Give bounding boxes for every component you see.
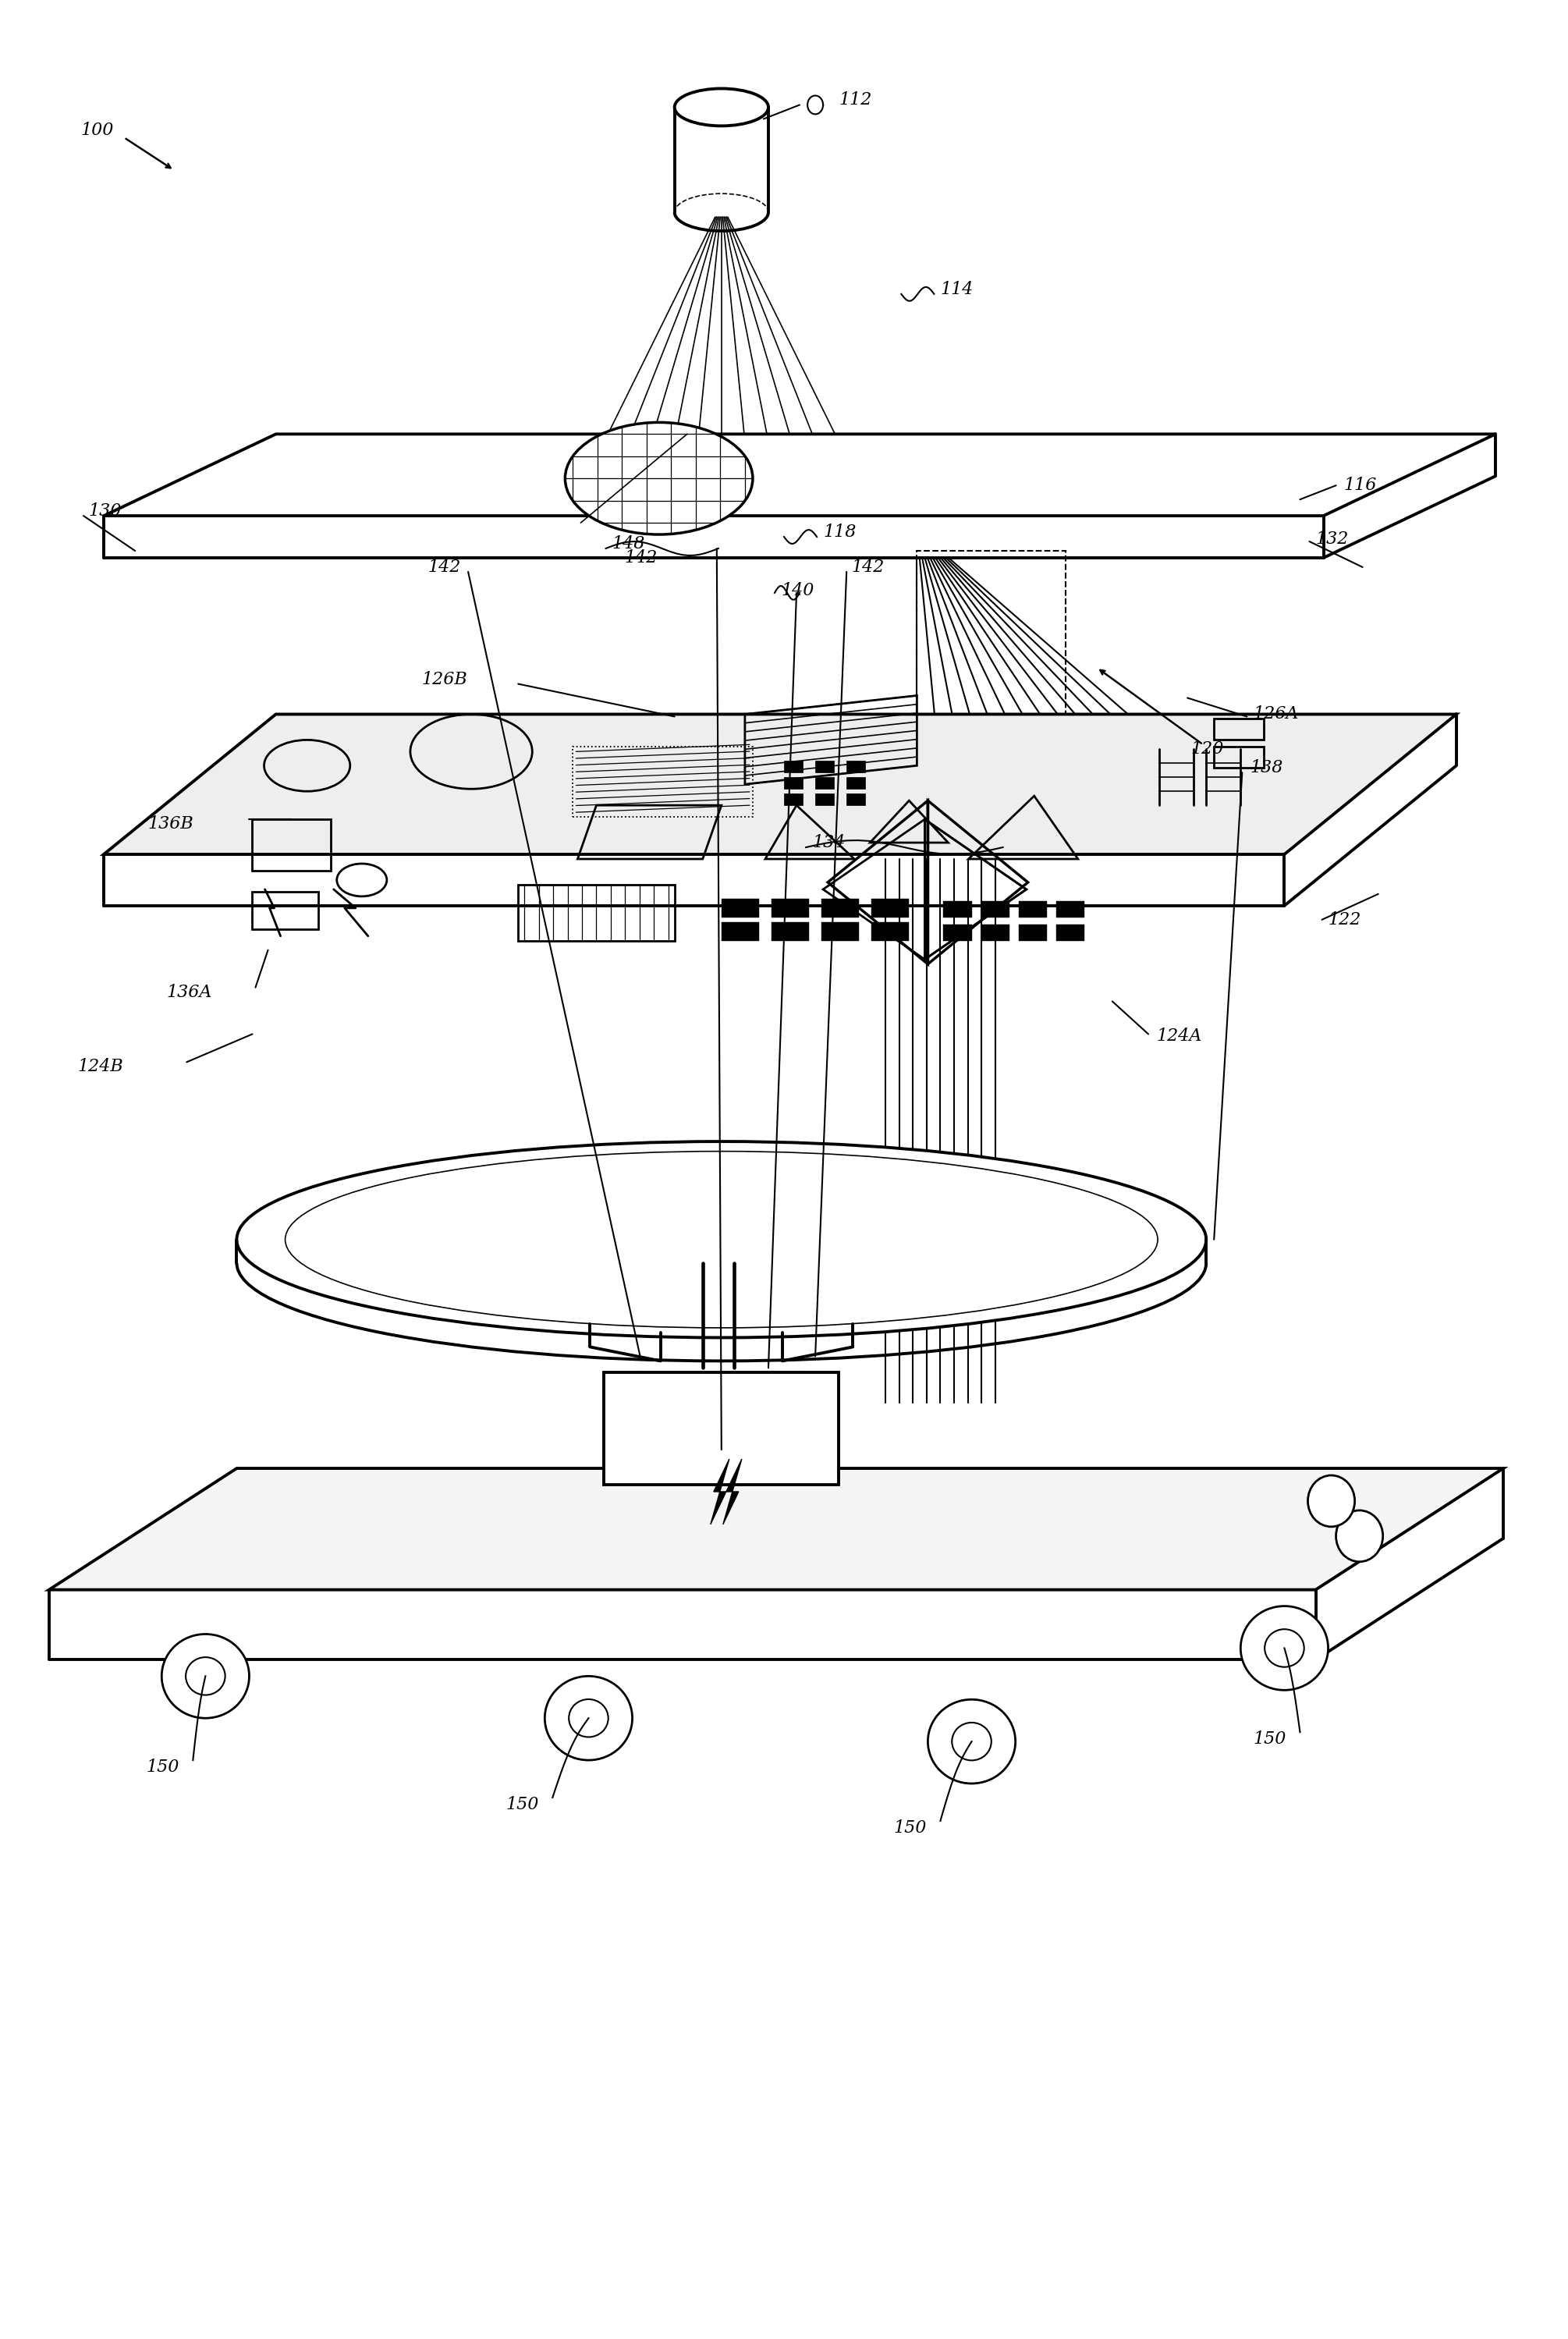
Text: 124A: 124A — [1156, 1027, 1201, 1046]
Bar — [1214, 718, 1264, 739]
Bar — [847, 777, 866, 788]
Bar — [604, 1373, 839, 1485]
Text: 122: 122 — [1328, 912, 1361, 929]
Text: 150: 150 — [146, 1759, 179, 1775]
Bar — [847, 760, 866, 772]
Ellipse shape — [674, 89, 768, 126]
Text: 120: 120 — [1190, 741, 1223, 758]
Bar — [822, 898, 859, 917]
Bar — [1214, 746, 1264, 767]
Bar — [1057, 924, 1083, 940]
Ellipse shape — [1240, 1607, 1328, 1691]
Polygon shape — [103, 713, 1457, 854]
Text: 150: 150 — [894, 1820, 927, 1836]
Ellipse shape — [928, 1700, 1016, 1785]
Polygon shape — [723, 1460, 742, 1525]
Ellipse shape — [952, 1722, 991, 1761]
Text: 148: 148 — [612, 536, 644, 552]
Bar — [517, 884, 674, 940]
Bar — [1057, 901, 1083, 917]
Text: 126B: 126B — [422, 671, 467, 688]
Bar — [784, 760, 803, 772]
Text: 126A: 126A — [1253, 706, 1298, 723]
Text: 136A: 136A — [166, 982, 212, 1001]
Bar — [572, 746, 753, 816]
Bar — [917, 550, 1066, 713]
Ellipse shape — [564, 423, 753, 536]
Text: 114: 114 — [941, 281, 974, 297]
Text: 100: 100 — [80, 122, 113, 138]
Text: 116: 116 — [1344, 477, 1377, 494]
Ellipse shape — [544, 1677, 632, 1761]
Bar — [721, 898, 759, 917]
Text: 140: 140 — [781, 582, 814, 599]
Bar — [815, 760, 834, 772]
Bar — [1019, 924, 1047, 940]
Bar — [721, 922, 759, 940]
Bar — [872, 898, 909, 917]
Ellipse shape — [1336, 1511, 1383, 1562]
Bar — [771, 922, 809, 940]
Bar — [1019, 901, 1047, 917]
Text: 142: 142 — [851, 559, 884, 575]
Bar — [252, 891, 318, 929]
Bar — [784, 777, 803, 788]
Text: 132: 132 — [1316, 531, 1348, 547]
Text: 112: 112 — [839, 91, 872, 110]
Ellipse shape — [237, 1141, 1206, 1338]
Bar — [847, 793, 866, 805]
Bar — [815, 777, 834, 788]
Polygon shape — [710, 1460, 729, 1525]
Text: 142: 142 — [624, 550, 657, 566]
Text: 150: 150 — [505, 1796, 539, 1813]
Bar — [784, 793, 803, 805]
Polygon shape — [49, 1469, 1504, 1591]
Bar — [815, 793, 834, 805]
Bar — [944, 924, 972, 940]
Text: 150: 150 — [1253, 1731, 1286, 1747]
Bar — [982, 901, 1010, 917]
Bar — [771, 898, 809, 917]
Bar — [982, 924, 1010, 940]
Bar — [944, 901, 972, 917]
Bar — [872, 922, 909, 940]
Bar — [252, 819, 331, 870]
Text: 118: 118 — [823, 524, 856, 540]
Text: 134: 134 — [812, 835, 845, 851]
Text: 124B: 124B — [77, 1057, 122, 1076]
Ellipse shape — [569, 1698, 608, 1738]
Polygon shape — [103, 435, 1496, 517]
Bar — [822, 922, 859, 940]
Text: 136B: 136B — [147, 816, 193, 833]
Ellipse shape — [1265, 1630, 1305, 1668]
Text: 138: 138 — [1250, 760, 1283, 777]
Text: 142: 142 — [428, 559, 461, 575]
Ellipse shape — [1308, 1476, 1355, 1527]
Ellipse shape — [162, 1635, 249, 1719]
Text: 130: 130 — [88, 503, 121, 519]
Ellipse shape — [185, 1658, 226, 1696]
